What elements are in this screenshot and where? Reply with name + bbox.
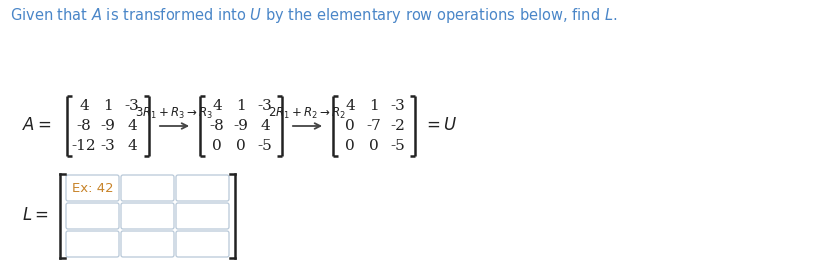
Text: -12: -12 [72,139,97,153]
Text: -9: -9 [233,119,248,133]
FancyBboxPatch shape [121,203,174,229]
FancyBboxPatch shape [66,231,119,257]
Text: 0: 0 [236,139,246,153]
Text: $L=$: $L=$ [22,207,49,224]
Text: 4: 4 [212,99,222,113]
Text: -5: -5 [257,139,272,153]
Text: $2R_1+R_2\rightarrow R_2$: $2R_1+R_2\rightarrow R_2$ [268,106,346,121]
FancyBboxPatch shape [176,231,229,257]
Text: -5: -5 [390,139,405,153]
Text: -3: -3 [390,99,405,113]
Text: 0: 0 [212,139,222,153]
Text: 0: 0 [345,119,355,133]
Text: -9: -9 [101,119,116,133]
Text: -2: -2 [390,119,405,133]
FancyBboxPatch shape [121,231,174,257]
Text: Given that $A$ is transformed into $U$ by the elementary row operations below, f: Given that $A$ is transformed into $U$ b… [10,6,617,25]
FancyBboxPatch shape [176,203,229,229]
Text: $3R_1+R_3\rightarrow R_3$: $3R_1+R_3\rightarrow R_3$ [135,106,214,121]
Text: -3: -3 [257,99,272,113]
FancyBboxPatch shape [66,203,119,229]
Text: Ex: 42: Ex: 42 [72,181,113,195]
Text: 4: 4 [127,139,137,153]
Text: $= U$: $= U$ [423,118,457,135]
Text: $A=$: $A=$ [22,118,52,135]
Text: 0: 0 [369,139,379,153]
Text: -8: -8 [77,119,92,133]
Text: 4: 4 [260,119,270,133]
Text: 1: 1 [369,99,379,113]
Text: -3: -3 [101,139,116,153]
Text: 1: 1 [236,99,246,113]
Text: -7: -7 [366,119,381,133]
Text: 4: 4 [79,99,89,113]
Text: -3: -3 [125,99,139,113]
Text: 0: 0 [345,139,355,153]
FancyBboxPatch shape [121,175,174,201]
Text: 4: 4 [127,119,137,133]
Text: -8: -8 [210,119,224,133]
FancyBboxPatch shape [176,175,229,201]
Text: 4: 4 [345,99,355,113]
Text: 1: 1 [103,99,113,113]
FancyBboxPatch shape [66,175,119,201]
